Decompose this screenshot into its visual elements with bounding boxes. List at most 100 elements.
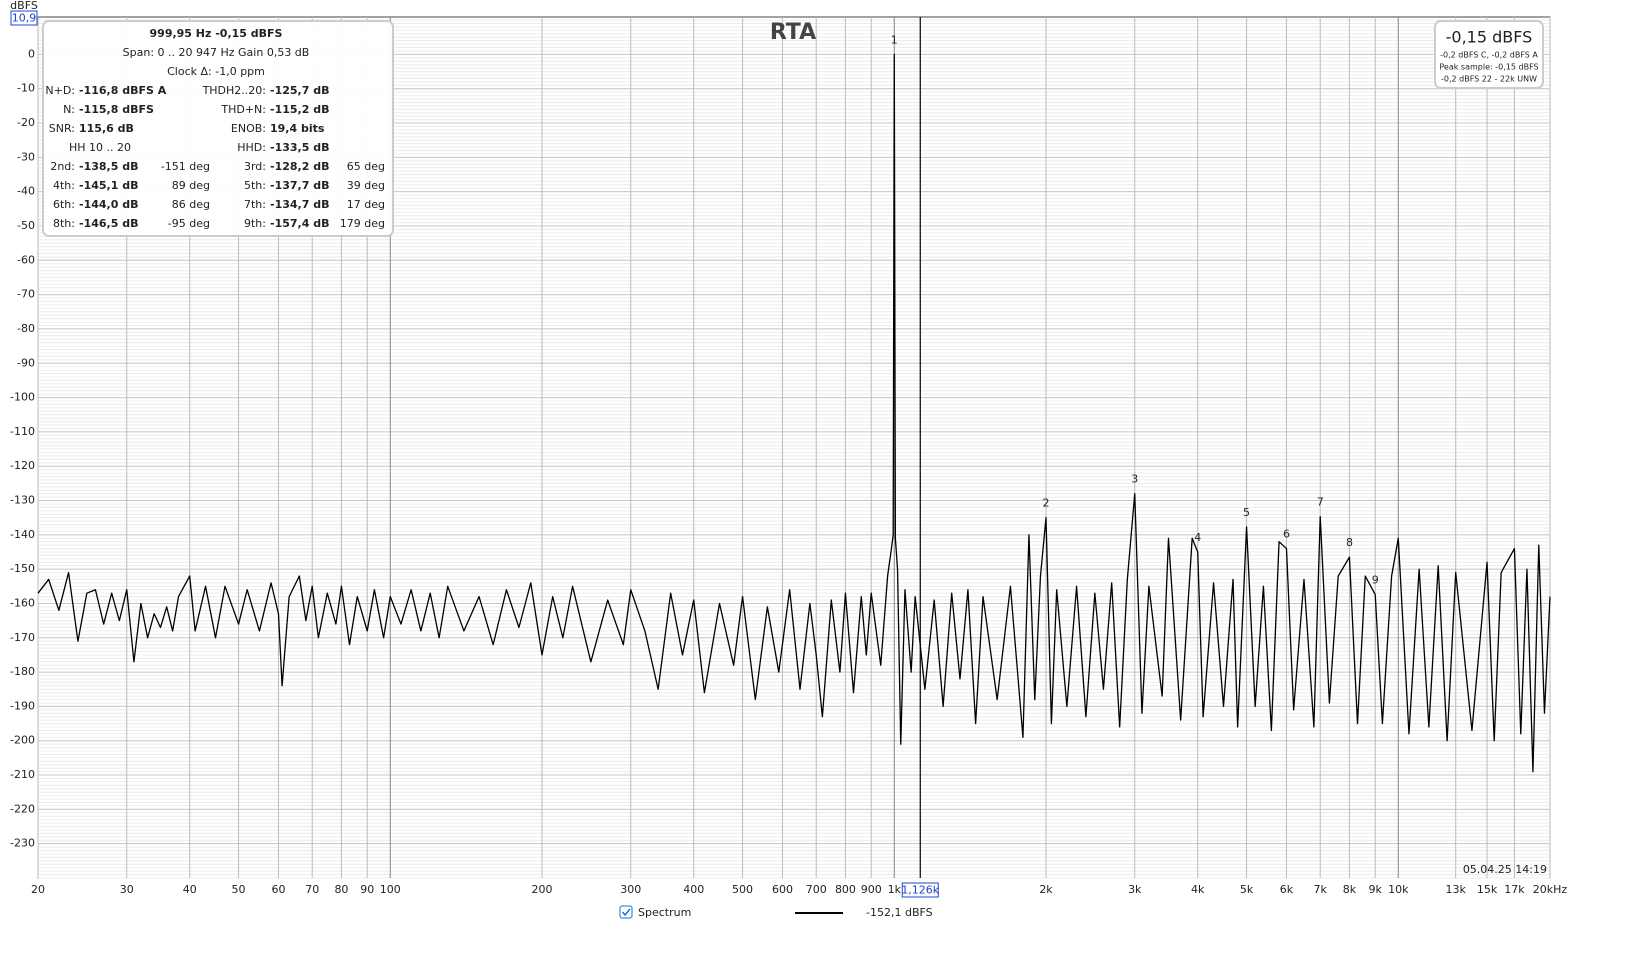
x-tick-label: 2k xyxy=(1039,883,1053,896)
y-tick-label: -100 xyxy=(10,391,35,404)
y-tick-label: -50 xyxy=(17,219,35,232)
y-tick-label: -80 xyxy=(17,322,35,335)
y-tick-label: -140 xyxy=(10,528,35,541)
x-tick-label: 70 xyxy=(305,883,319,896)
y-tick-label: -130 xyxy=(10,494,35,507)
x-tick-label: 20 xyxy=(31,883,45,896)
x-tick-label: 8k xyxy=(1343,883,1357,896)
info-header: Clock Δ: -1,0 ppm xyxy=(167,65,265,78)
x-tick-label: 1k xyxy=(888,883,902,896)
info-cell: -146,5 dB xyxy=(79,217,138,230)
x-tick-label: 50 xyxy=(232,883,246,896)
x-tick-label: 80 xyxy=(334,883,348,896)
cursor-label: 1,126k xyxy=(901,884,939,897)
y-tick-label: -110 xyxy=(10,425,35,438)
info-cell: 89 deg xyxy=(172,179,210,192)
info-cell: 3rd: xyxy=(244,160,266,173)
level-main: -0,15 dBFS xyxy=(1446,28,1533,47)
harmonic-label: 1 xyxy=(891,33,898,46)
harmonic-label: 5 xyxy=(1243,506,1250,519)
timestamp: 05.04.25 14:19 xyxy=(1463,863,1547,876)
info-cell: 115,6 dB xyxy=(79,122,134,135)
x-tick-label: 5k xyxy=(1240,883,1254,896)
x-tick-label: 13k xyxy=(1446,883,1467,896)
y-tick-label: -70 xyxy=(17,288,35,301)
y-tick-label: -200 xyxy=(10,734,35,747)
y-tick-label: -180 xyxy=(10,665,35,678)
info-cell: -133,5 dB xyxy=(270,141,329,154)
x-tick-label: 15k xyxy=(1477,883,1498,896)
y-tick-label: -160 xyxy=(10,596,35,609)
y-tick-label: -190 xyxy=(10,699,35,712)
info-header: Span: 0 .. 20 947 Hz Gain 0,53 dB xyxy=(123,46,310,59)
info-cell: 8th: xyxy=(53,217,75,230)
y-tick-label: 0 xyxy=(28,47,35,60)
info-cell: SNR: xyxy=(49,122,75,135)
y-tick-label: -40 xyxy=(17,185,35,198)
x-tick-label: 500 xyxy=(732,883,753,896)
level-line: Peak sample: -0,15 dBFS xyxy=(1439,63,1538,72)
harmonic-label: 2 xyxy=(1043,497,1050,510)
x-tick-label: 600 xyxy=(772,883,793,896)
info-cell: 5th: xyxy=(244,179,266,192)
x-tick-label: 200 xyxy=(532,883,553,896)
y-tick-label: -220 xyxy=(10,802,35,815)
info-cell: 179 deg xyxy=(340,217,385,230)
x-tick-label: 10k xyxy=(1388,883,1409,896)
info-cell: -128,2 dB xyxy=(270,160,329,173)
chart-title: RTA xyxy=(770,20,816,45)
harmonic-label: 8 xyxy=(1346,536,1353,549)
info-cell: N: xyxy=(63,103,75,116)
info-cell: -95 deg xyxy=(168,217,210,230)
level-line: -0,2 dBFS C, -0,2 dBFS A xyxy=(1440,51,1538,60)
x-tick-label: 800 xyxy=(835,883,856,896)
y-tick-label: -120 xyxy=(10,459,35,472)
x-tick-label: 9k xyxy=(1369,883,1383,896)
info-cell: 19,4 bits xyxy=(270,122,325,135)
y-tick-label: -210 xyxy=(10,768,35,781)
info-cell: 6th: xyxy=(53,198,75,211)
x-tick-label: 30 xyxy=(120,883,134,896)
info-box xyxy=(42,20,394,237)
info-cell: -138,5 dB xyxy=(79,160,138,173)
x-tick-label: 60 xyxy=(271,883,285,896)
y-tick-label: -170 xyxy=(10,631,35,644)
x-tick-label: 6k xyxy=(1280,883,1294,896)
info-cell: 9th: xyxy=(244,217,266,230)
info-cell: 7th: xyxy=(244,198,266,211)
info-cell: 65 deg xyxy=(347,160,385,173)
harmonic-label: 3 xyxy=(1131,473,1138,486)
y-tick-label: -10 xyxy=(17,82,35,95)
info-cell: 39 deg xyxy=(347,179,385,192)
info-cell: THD+N: xyxy=(220,103,266,116)
info-cell: -151 deg xyxy=(161,160,210,173)
y-tick-label: -30 xyxy=(17,150,35,163)
y-tick-label: -150 xyxy=(10,562,35,575)
info-cell: -116,8 dBFS A xyxy=(79,84,167,97)
x-tick-label: 700 xyxy=(806,883,827,896)
y-tick-label: -60 xyxy=(17,253,35,266)
info-cell: -137,7 dB xyxy=(270,179,329,192)
level-line: -0,2 dBFS 22 - 22k UNW xyxy=(1441,75,1537,84)
info-cell: 4th: xyxy=(53,179,75,192)
info-cell: 17 deg xyxy=(347,198,385,211)
info-cell: THDH2..20: xyxy=(202,84,266,97)
x-tick-label: 100 xyxy=(380,883,401,896)
legend-checkbox[interactable] xyxy=(619,905,633,919)
info-cell: N+D: xyxy=(45,84,75,97)
cursor-label-box xyxy=(901,882,939,898)
spectrum-line xyxy=(37,53,1551,773)
y-tick-label: -230 xyxy=(10,837,35,850)
info-cell: ENOB: xyxy=(231,122,266,135)
y-tick-label: -90 xyxy=(17,356,35,369)
harmonic-label: 7 xyxy=(1317,496,1324,509)
harmonic-label: 6 xyxy=(1283,528,1290,541)
x-tick-label: 7k xyxy=(1314,883,1328,896)
info-cell: 2nd: xyxy=(50,160,75,173)
x-tick-label: 400 xyxy=(683,883,704,896)
check-mark xyxy=(621,908,631,917)
info-header: 999,95 Hz -0,15 dBFS xyxy=(150,27,283,40)
x-tick-label: 900 xyxy=(861,883,882,896)
x-tick-label: 4k xyxy=(1191,883,1205,896)
